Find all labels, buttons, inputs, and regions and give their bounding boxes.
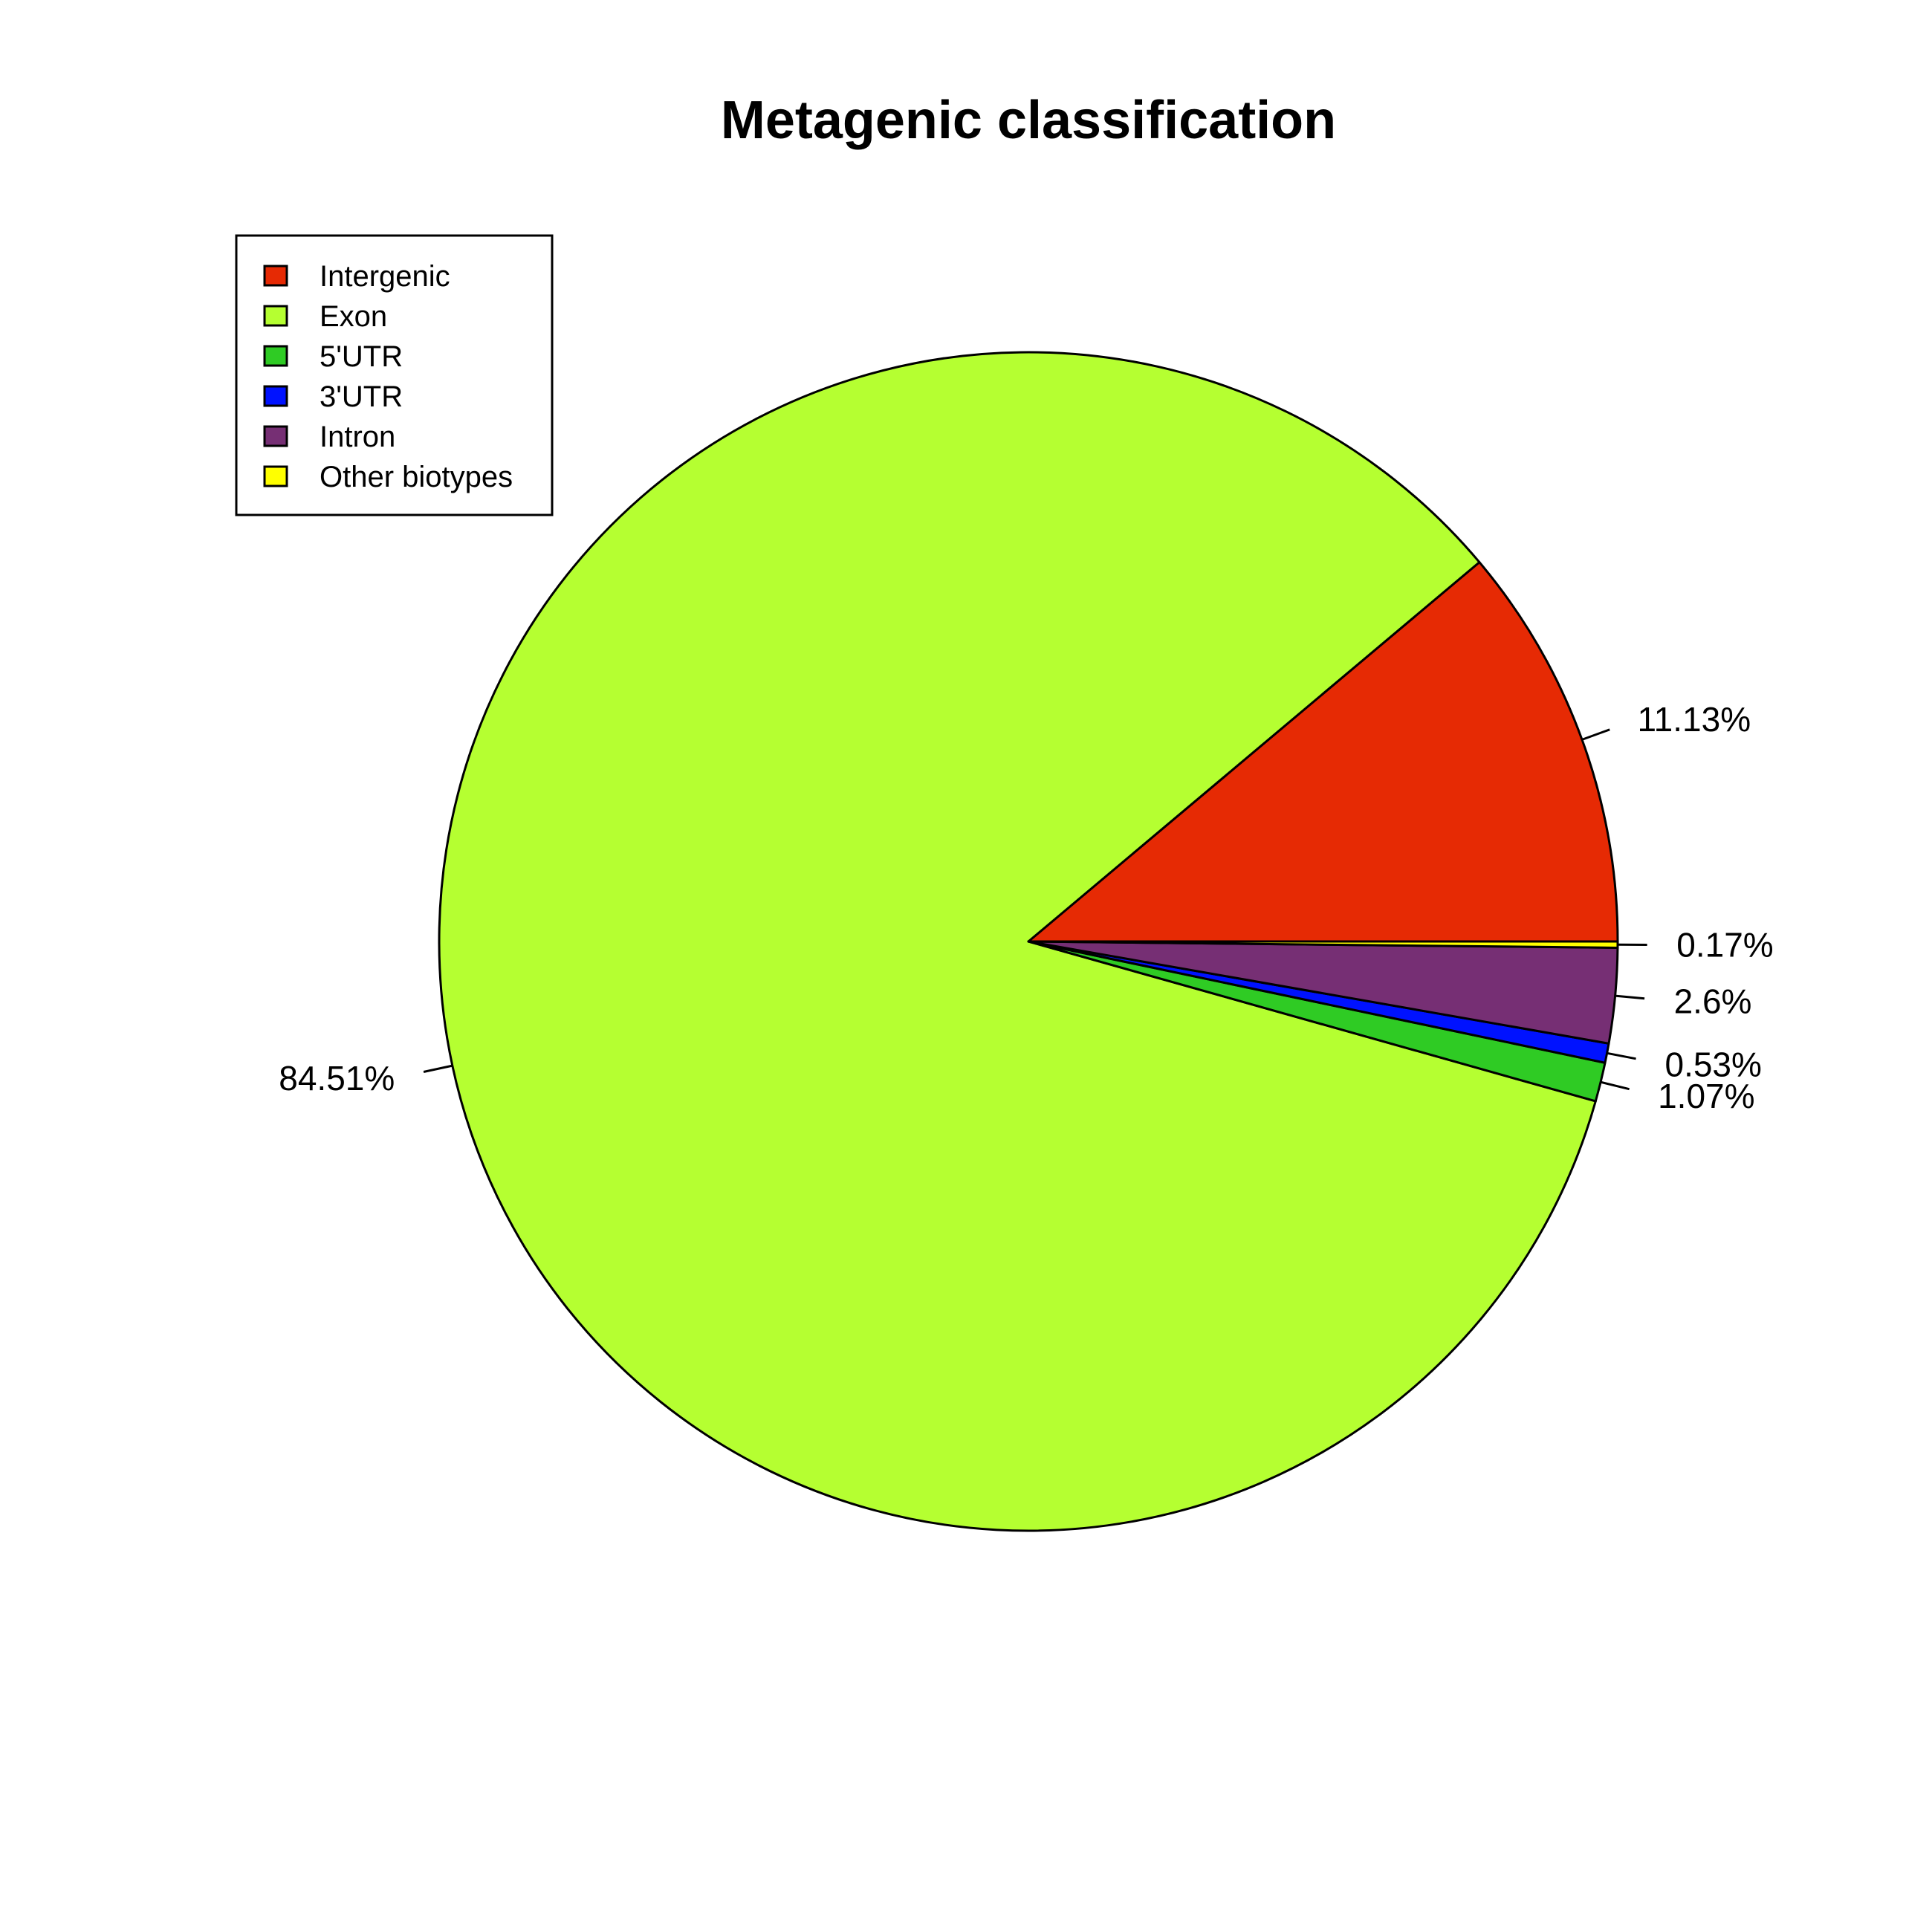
legend-box [235,234,554,516]
legend-label-intergenic: Intergenic [320,260,450,293]
percent-label-other-biotypes: 0.17% [1676,926,1773,965]
label-tick-intron [1615,994,1645,1000]
percent-label-exon: 84.51% [279,1059,395,1098]
pie-label-ticks [423,728,1647,1091]
label-tick-exon [423,1064,453,1073]
legend-label-exon: Exon [320,300,387,333]
legend-swatch-3-utr [263,385,288,407]
label-tick-5-utr [1600,1080,1630,1091]
legend-label-other-biotypes: Other biotypes [320,461,513,493]
legend-swatch-other-biotypes [263,465,288,487]
legend: Intergenic Exon 5'UTR 3'UTR Intron Other biot… [235,234,554,516]
label-tick-intergenic [1581,728,1610,741]
legend-swatch-intergenic [263,265,288,287]
legend-swatch-exon [263,305,288,327]
pie-slice-other-biotypes [1027,940,1619,949]
legend-swatch-intron [263,425,288,447]
percent-label-intron: 2.6% [1674,982,1752,1020]
pie-slice-intergenic [1027,561,1619,943]
percent-label-intergenic: 11.13% [1638,700,1751,739]
percent-label-3-utr: 0.53% [1664,1045,1761,1083]
legend-label-5-utr: 5'UTR [320,340,403,373]
legend-label-3-utr: 3'UTR [320,380,403,413]
percent-label-5-utr: 1.07% [1658,1077,1754,1115]
pie-percent-labels: 11.13% 84.51% 1.07%0.53% 2.6% 0.17% [279,700,1773,1115]
legend-label-intron: Intron [320,421,395,453]
pie-slices [438,351,1619,1532]
legend-swatch-5-utr [263,345,288,367]
label-tick-3-utr [1607,1051,1636,1060]
chart-title: Metagenic classification [721,91,1336,150]
